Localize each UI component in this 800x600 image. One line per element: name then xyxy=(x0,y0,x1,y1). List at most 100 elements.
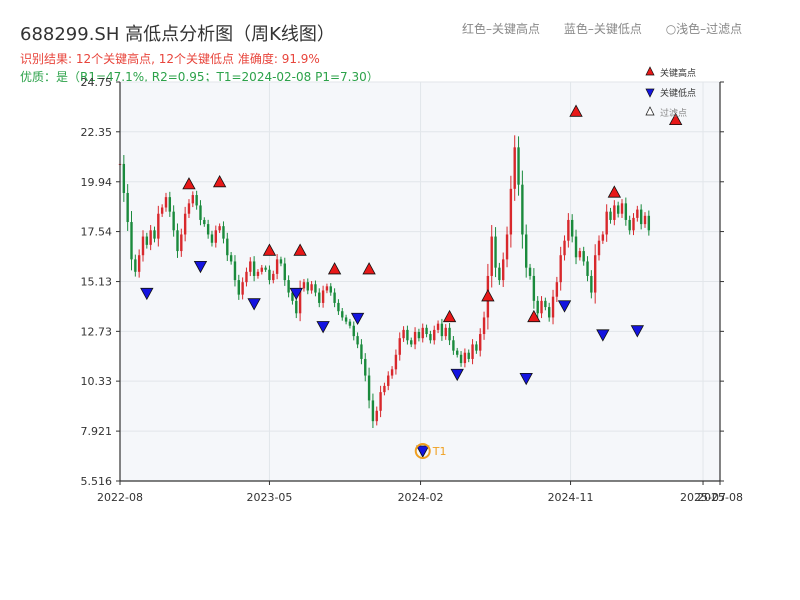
candle-body xyxy=(318,292,321,303)
key-high-marker xyxy=(212,174,227,188)
candle-body xyxy=(498,267,501,281)
candle-body xyxy=(525,234,528,268)
legend-filtered-marker xyxy=(645,106,655,116)
candle-body xyxy=(590,275,593,293)
candle-body xyxy=(586,261,589,276)
key-high-marker xyxy=(527,309,541,323)
candle-body xyxy=(344,317,348,322)
t1-label: T1 xyxy=(432,445,447,458)
legend-red-text: 红色–关键高点 xyxy=(462,22,541,36)
candle-body xyxy=(413,331,417,345)
candle-body xyxy=(268,269,271,281)
candle-body xyxy=(471,344,474,359)
candle-body xyxy=(160,207,164,214)
candle-body xyxy=(582,251,585,262)
candle-body xyxy=(578,251,582,258)
candle-body xyxy=(302,282,306,289)
legend-high-marker xyxy=(645,66,655,76)
candle-body xyxy=(440,323,444,337)
candle-body xyxy=(295,300,298,314)
candle-body xyxy=(643,215,647,225)
candle-body xyxy=(145,236,149,245)
candle-body xyxy=(233,261,237,281)
key-low-marker xyxy=(289,287,303,301)
candle-body xyxy=(567,219,570,241)
y-tick-label: 7.921 xyxy=(81,425,113,438)
candle-body xyxy=(310,284,313,291)
candle-body xyxy=(367,375,371,401)
candle-body xyxy=(291,292,294,301)
candle-body xyxy=(195,195,198,206)
candle-body xyxy=(597,240,601,256)
candle-body xyxy=(352,325,355,337)
candle-body xyxy=(341,311,344,318)
candle-body xyxy=(287,280,290,293)
candle-body xyxy=(517,147,520,185)
candle-body xyxy=(153,230,156,239)
candle-body xyxy=(218,226,221,231)
y-tick-label: 12.73 xyxy=(81,325,113,338)
candle-body xyxy=(390,369,394,376)
candle-body xyxy=(333,292,336,303)
candle-body xyxy=(636,209,639,218)
candle-body xyxy=(436,323,440,330)
candle-body xyxy=(122,163,126,193)
key-low-marker xyxy=(630,325,645,338)
candle-body xyxy=(241,282,244,295)
x-tick-label: 2024-11 xyxy=(548,491,594,504)
x-tick-label: 2025-08 xyxy=(697,491,743,504)
y-tick-label: 10.33 xyxy=(81,375,113,388)
candle-body xyxy=(421,327,424,339)
key-high-marker xyxy=(569,104,583,117)
candle-body xyxy=(532,275,536,301)
candle-body xyxy=(206,224,210,235)
candle-body xyxy=(528,267,532,276)
candle-body xyxy=(134,259,137,272)
candle-body xyxy=(176,230,179,252)
candle-body xyxy=(383,385,386,393)
key-low-marker xyxy=(193,260,208,274)
candle-body xyxy=(298,288,302,314)
candle-body xyxy=(164,197,168,208)
key-low-marker xyxy=(316,321,330,334)
y-tick-label: 22.35 xyxy=(81,126,113,139)
y-tick-label: 15.13 xyxy=(81,276,113,289)
candle-body xyxy=(249,261,252,272)
candle-body xyxy=(482,317,486,335)
candle-body xyxy=(467,352,470,359)
candle-body xyxy=(601,234,605,241)
candle-body xyxy=(130,222,133,260)
candle-body xyxy=(417,331,421,339)
x-tick-label: 2024-02 xyxy=(398,491,444,504)
key-high-marker xyxy=(262,243,277,256)
chart-title: 688299.SH 高低点分析图（周K线图） xyxy=(20,24,335,45)
y-tick-label: 24.75 xyxy=(81,76,113,89)
candle-body xyxy=(513,147,516,189)
candle-body xyxy=(536,300,539,314)
candle-body xyxy=(490,236,493,276)
candle-body xyxy=(402,329,405,339)
candle-body xyxy=(563,240,566,256)
candle-body xyxy=(509,188,513,235)
key-low-marker xyxy=(557,300,572,313)
key-high-marker xyxy=(668,112,683,126)
candle-body xyxy=(360,344,363,359)
candle-body xyxy=(593,255,597,293)
candle-body xyxy=(210,234,214,243)
candle-body xyxy=(544,300,547,308)
candle-body xyxy=(406,329,409,341)
candle-body xyxy=(448,327,451,341)
t1-ring xyxy=(414,442,431,459)
candle-body xyxy=(379,392,382,411)
candle-body xyxy=(237,280,240,295)
candle-body xyxy=(256,271,260,276)
candle-body xyxy=(283,263,286,281)
candle-body xyxy=(647,215,651,231)
candle-body xyxy=(183,213,187,235)
candle-body xyxy=(222,226,225,239)
candle-body xyxy=(279,259,283,264)
candle-body xyxy=(137,255,141,272)
key-low-marker xyxy=(140,287,154,301)
candle-body xyxy=(521,184,524,235)
candle-body xyxy=(398,338,401,355)
